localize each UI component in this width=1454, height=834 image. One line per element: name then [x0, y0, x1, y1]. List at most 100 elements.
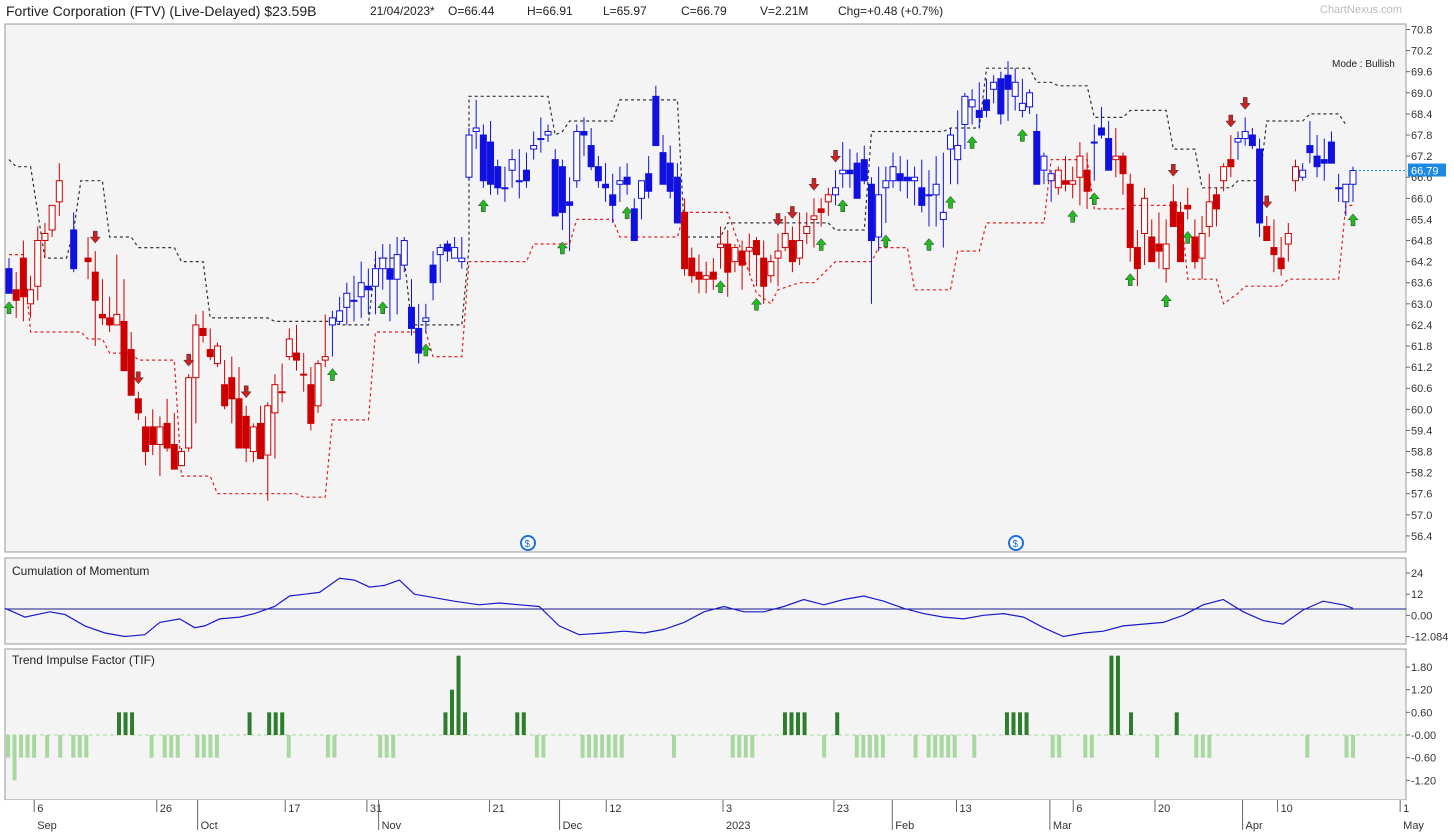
tif-bar [1083, 735, 1088, 758]
candle-body [436, 247, 444, 256]
candle-body [968, 99, 976, 108]
candle-body [343, 292, 351, 308]
candle [1299, 163, 1307, 181]
candle-body [278, 391, 286, 394]
tif-bar [195, 735, 200, 758]
candle-body [34, 240, 42, 287]
tif-bar [123, 712, 128, 735]
candle [1090, 124, 1098, 181]
candle-body [479, 134, 487, 182]
candle-body [1076, 155, 1084, 178]
tif-tick-label: -0.60 [1411, 753, 1436, 765]
tif-bar [874, 735, 879, 758]
candle-body [616, 180, 624, 185]
price-tick-label: 63.6 [1411, 278, 1432, 290]
candle-body [594, 166, 602, 182]
candle [1141, 187, 1149, 266]
candle [415, 303, 423, 364]
candle [932, 156, 940, 227]
buy-arrow-icon [1016, 129, 1028, 142]
tif-bar [325, 735, 330, 758]
tif-bar [19, 735, 24, 758]
candle-body [1026, 92, 1034, 108]
sell-arrow-icon [1167, 164, 1179, 177]
candle [558, 159, 566, 230]
candle-body [925, 194, 933, 197]
candle [364, 268, 372, 315]
candle-body [221, 384, 229, 407]
candle-body [522, 169, 530, 182]
candle-body [1090, 141, 1098, 144]
candle [1306, 120, 1314, 164]
candle-body [1335, 187, 1343, 190]
candle-body [982, 99, 990, 111]
buy-arrow-icon [477, 199, 489, 213]
tif-bar [71, 735, 76, 758]
candle [458, 237, 466, 269]
candle [379, 244, 387, 290]
tif-bar [613, 735, 618, 758]
tif-bar [449, 689, 454, 735]
tif-bar [280, 712, 285, 735]
candle-body [774, 250, 782, 259]
candle-body [695, 271, 703, 280]
candle-body [860, 159, 868, 182]
tif-bar [750, 735, 755, 758]
candle [271, 374, 279, 459]
tif-bar [1174, 712, 1179, 735]
candle-body [206, 349, 214, 358]
candle [228, 356, 236, 424]
buy-arrow-icon [326, 368, 338, 381]
candle-body [688, 257, 696, 277]
candle [487, 120, 495, 195]
candle-body [1313, 155, 1321, 168]
tif-bar [273, 712, 278, 735]
x-tick-month: Nov [382, 820, 402, 832]
candle [1133, 229, 1141, 287]
dividend-marker[interactable]: $ [520, 535, 536, 551]
candle [170, 412, 178, 470]
candle [235, 367, 243, 449]
candle-body [48, 204, 56, 231]
quote-header: Fortive Corporation (FTV) (Live-Delayed)… [0, 0, 1454, 24]
candle [853, 152, 861, 199]
candle [242, 405, 250, 463]
candle [321, 314, 329, 368]
candle-body [156, 426, 164, 445]
candle [1040, 152, 1048, 185]
candle [1227, 135, 1235, 178]
candle-body [645, 173, 653, 192]
candle [824, 187, 832, 216]
candle [55, 163, 63, 216]
candle [997, 71, 1005, 125]
x-tick-day: 10 [1281, 803, 1293, 815]
candle-body [839, 169, 847, 175]
tif-tick-label: 1.20 [1411, 685, 1432, 697]
candle-body [724, 243, 732, 273]
candle [637, 180, 645, 220]
candle [1184, 187, 1192, 220]
candle-body [537, 138, 545, 141]
quote-high: H=66.91 [527, 4, 573, 18]
candle [860, 145, 868, 185]
price-tick-label: 58.8 [1411, 447, 1432, 459]
candle [472, 99, 480, 150]
candle-body [120, 320, 128, 372]
tif-bar [1018, 712, 1023, 735]
candle [221, 360, 229, 410]
candle-body [1047, 173, 1055, 182]
sell-arrow-icon [240, 385, 252, 399]
candle [1342, 183, 1350, 216]
candle [113, 254, 121, 326]
candle [968, 89, 976, 125]
price-tick-label: 69.0 [1411, 88, 1432, 100]
dividend-marker[interactable]: $ [1008, 535, 1024, 551]
candle [1263, 215, 1271, 242]
candle [27, 275, 35, 318]
candle [508, 149, 516, 188]
candle [372, 251, 380, 315]
candle-body [781, 232, 789, 249]
candle [961, 92, 969, 150]
candle-body [257, 422, 265, 460]
candle [336, 296, 344, 325]
